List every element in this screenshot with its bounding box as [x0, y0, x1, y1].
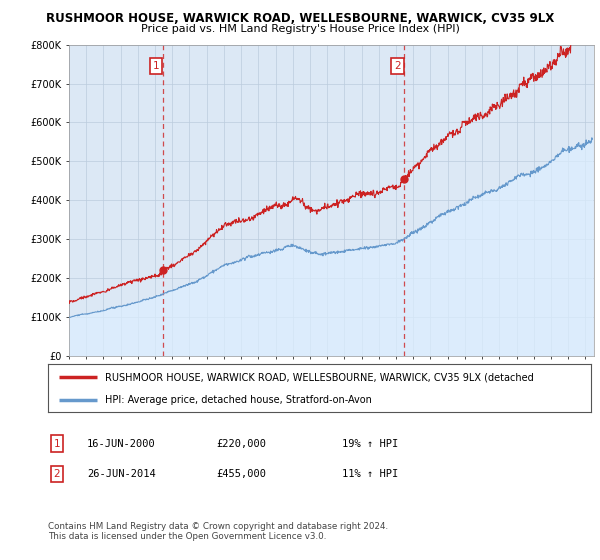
Text: 2: 2 — [53, 469, 61, 479]
Text: Price paid vs. HM Land Registry's House Price Index (HPI): Price paid vs. HM Land Registry's House … — [140, 24, 460, 34]
Text: £455,000: £455,000 — [216, 469, 266, 479]
Text: Contains HM Land Registry data © Crown copyright and database right 2024.
This d: Contains HM Land Registry data © Crown c… — [48, 522, 388, 542]
Text: £220,000: £220,000 — [216, 438, 266, 449]
Text: RUSHMOOR HOUSE, WARWICK ROAD, WELLESBOURNE, WARWICK, CV35 9LX: RUSHMOOR HOUSE, WARWICK ROAD, WELLESBOUR… — [46, 12, 554, 25]
Text: 26-JUN-2014: 26-JUN-2014 — [87, 469, 156, 479]
Text: 11% ↑ HPI: 11% ↑ HPI — [342, 469, 398, 479]
Text: 2: 2 — [394, 61, 401, 71]
Text: 16-JUN-2000: 16-JUN-2000 — [87, 438, 156, 449]
Text: 1: 1 — [153, 61, 160, 71]
Text: 1: 1 — [53, 438, 61, 449]
Text: HPI: Average price, detached house, Stratford-on-Avon: HPI: Average price, detached house, Stra… — [105, 395, 372, 405]
Text: 19% ↑ HPI: 19% ↑ HPI — [342, 438, 398, 449]
Text: RUSHMOOR HOUSE, WARWICK ROAD, WELLESBOURNE, WARWICK, CV35 9LX (detached: RUSHMOOR HOUSE, WARWICK ROAD, WELLESBOUR… — [105, 372, 534, 382]
